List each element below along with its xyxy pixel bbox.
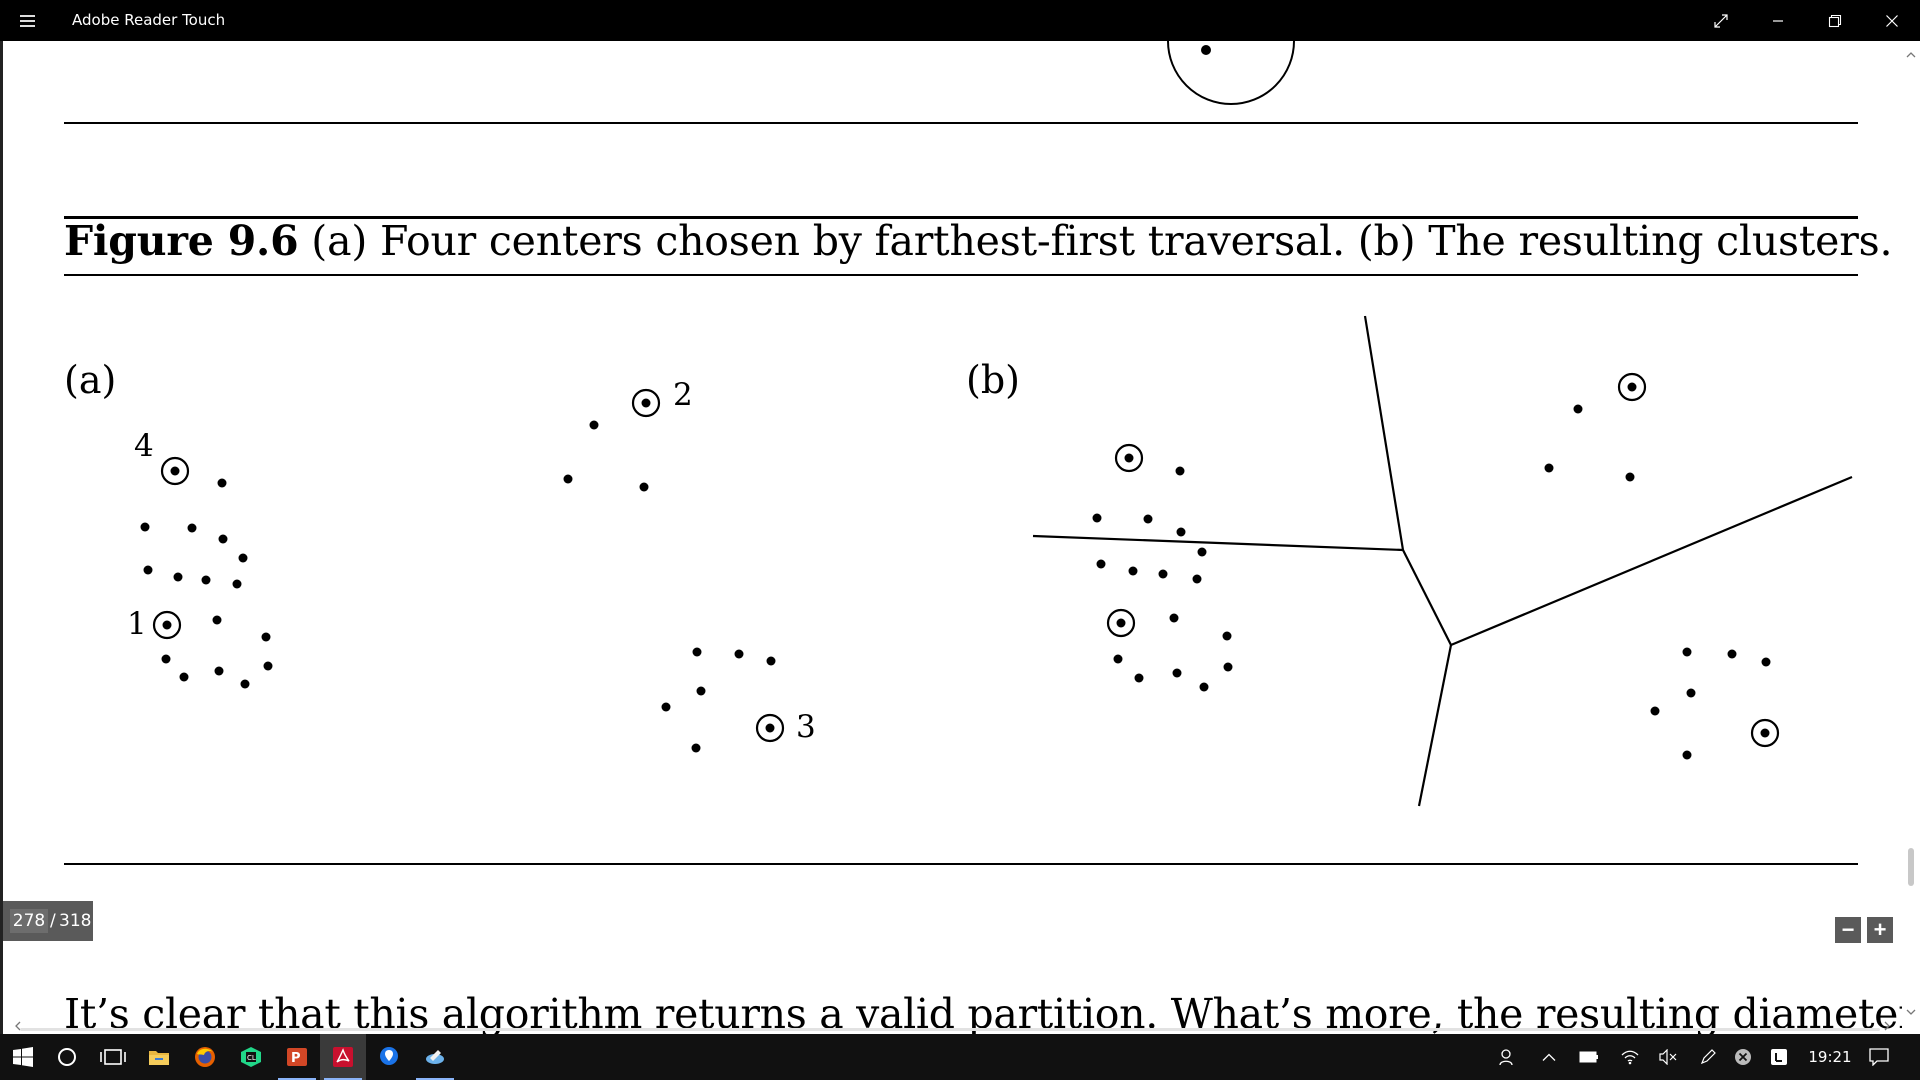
start-button[interactable]: [0, 1034, 46, 1080]
minimize-icon: [1772, 19, 1783, 22]
caption-text: (a) Four centers chosen by farthest-firs…: [298, 217, 1893, 265]
zoom-out-button[interactable]: −: [1835, 917, 1861, 943]
center-label-2: 2: [673, 377, 693, 413]
maps-icon: [380, 1047, 398, 1065]
powerpoint-button[interactable]: P: [274, 1034, 320, 1080]
close-button[interactable]: [1863, 0, 1920, 41]
pen-button[interactable]: [1691, 1034, 1725, 1080]
task-view-icon: [100, 1049, 126, 1065]
expand-icon: [1713, 13, 1728, 28]
powerpoint-icon: P: [287, 1048, 307, 1066]
fullscreen-button[interactable]: [1692, 0, 1749, 41]
wifi-icon: [1621, 1050, 1639, 1065]
top-separator-rule: [64, 122, 1858, 124]
input-method-button[interactable]: [1762, 1034, 1796, 1080]
center-3: [755, 713, 785, 743]
svg-text:P: P: [291, 1051, 301, 1066]
firefox-icon: [195, 1047, 215, 1067]
current-page-input[interactable]: 278: [10, 909, 48, 933]
panel-b-centers: [1106, 372, 1780, 748]
center-1: [152, 610, 182, 640]
horizontal-scrollbar[interactable]: [0, 1021, 1902, 1034]
tools-button[interactable]: [412, 1034, 458, 1080]
panel-a-label: (a): [64, 358, 117, 402]
center-label-4: 4: [134, 428, 154, 464]
show-hidden-icons-button[interactable]: [1532, 1034, 1566, 1080]
file-explorer-icon: [149, 1051, 169, 1065]
previous-figure-arc: [1167, 41, 1295, 105]
scroll-left-icon[interactable]: [14, 1020, 21, 1034]
minus-icon: −: [1841, 917, 1855, 942]
input-method-icon: [1771, 1049, 1787, 1065]
caption-top-rule: [64, 216, 1858, 219]
scroll-down-icon[interactable]: [1902, 1005, 1920, 1021]
zoom-in-button[interactable]: +: [1867, 917, 1893, 943]
taskbar-clock[interactable]: 19:21: [1808, 1048, 1852, 1066]
close-icon: [1885, 14, 1898, 27]
previous-figure-dot: [1201, 45, 1211, 55]
notification-icon: [1869, 1048, 1889, 1066]
figure-caption: Figure 9.6 (a) Four centers chosen by fa…: [64, 217, 1892, 265]
hamburger-menu-icon[interactable]: [14, 10, 42, 30]
volume-muted-icon: [1659, 1049, 1677, 1065]
start-icon: [13, 1047, 33, 1067]
page-counter: 278 / 318: [3, 901, 93, 941]
restore-icon: [1828, 14, 1841, 27]
center-2: [631, 388, 661, 418]
panel-a-centers: [152, 388, 785, 743]
vertical-scroll-thumb[interactable]: [1908, 848, 1914, 886]
ide-icon: CL: [241, 1047, 261, 1067]
left-edge: [0, 41, 3, 1034]
vertical-scrollbar[interactable]: [1902, 41, 1920, 1034]
adobe-reader-button[interactable]: [320, 1034, 366, 1080]
horizontal-scroll-track[interactable]: [20, 1028, 1880, 1031]
people-icon: [1499, 1049, 1513, 1066]
center-label-3: 3: [796, 709, 816, 745]
body-text-line: It’s clear that this algorithm returns a…: [64, 990, 1920, 1034]
battery-button[interactable]: [1572, 1034, 1606, 1080]
maps-button[interactable]: [366, 1034, 412, 1080]
cluster-boundaries: [1032, 315, 1853, 807]
ide-button[interactable]: CL: [228, 1034, 274, 1080]
data-points: [140, 382, 1771, 760]
minimize-button[interactable]: [1749, 0, 1806, 41]
title-bar: Adobe Reader Touch: [0, 0, 1920, 41]
caption-bottom-rule: [64, 274, 1858, 276]
chevron-up-icon: [1542, 1053, 1556, 1061]
figure-number: Figure 9.6: [64, 217, 299, 265]
panel-b-label: (b): [966, 358, 1020, 402]
action-center-button[interactable]: [1862, 1034, 1896, 1080]
file-explorer-button[interactable]: [136, 1034, 182, 1080]
pen-icon: [1700, 1049, 1716, 1065]
document-view[interactable]: Figure 9.6 (a) Four centers chosen by fa…: [0, 41, 1920, 1034]
status-button[interactable]: [1726, 1034, 1760, 1080]
firefox-button[interactable]: [182, 1034, 228, 1080]
page-separator: /: [50, 911, 56, 931]
center-label-1: 1: [127, 606, 147, 642]
scroll-up-icon[interactable]: [1902, 47, 1920, 63]
center-4: [160, 456, 190, 486]
cortana-button[interactable]: [44, 1034, 90, 1080]
scroll-right-icon[interactable]: [1884, 1020, 1891, 1034]
svg-text:CL: CL: [247, 1054, 256, 1062]
windows-taskbar: CL P 19:21: [0, 1034, 1920, 1080]
figure-9-6-drawing: [140, 41, 1853, 807]
battery-icon: [1579, 1051, 1598, 1063]
total-pages: 318: [59, 911, 92, 931]
cortana-icon: [58, 1048, 76, 1066]
restore-button[interactable]: [1806, 0, 1863, 41]
error-circle-icon: [1735, 1049, 1751, 1065]
volume-button[interactable]: [1651, 1034, 1685, 1080]
plus-icon: +: [1873, 917, 1887, 942]
network-button[interactable]: [1613, 1034, 1647, 1080]
figure-bottom-rule: [64, 863, 1858, 865]
people-button[interactable]: [1490, 1034, 1524, 1080]
adobe-reader-icon: [333, 1047, 353, 1067]
task-view-button[interactable]: [90, 1034, 136, 1080]
app-title: Adobe Reader Touch: [72, 11, 226, 29]
tools-icon: [426, 1050, 444, 1064]
